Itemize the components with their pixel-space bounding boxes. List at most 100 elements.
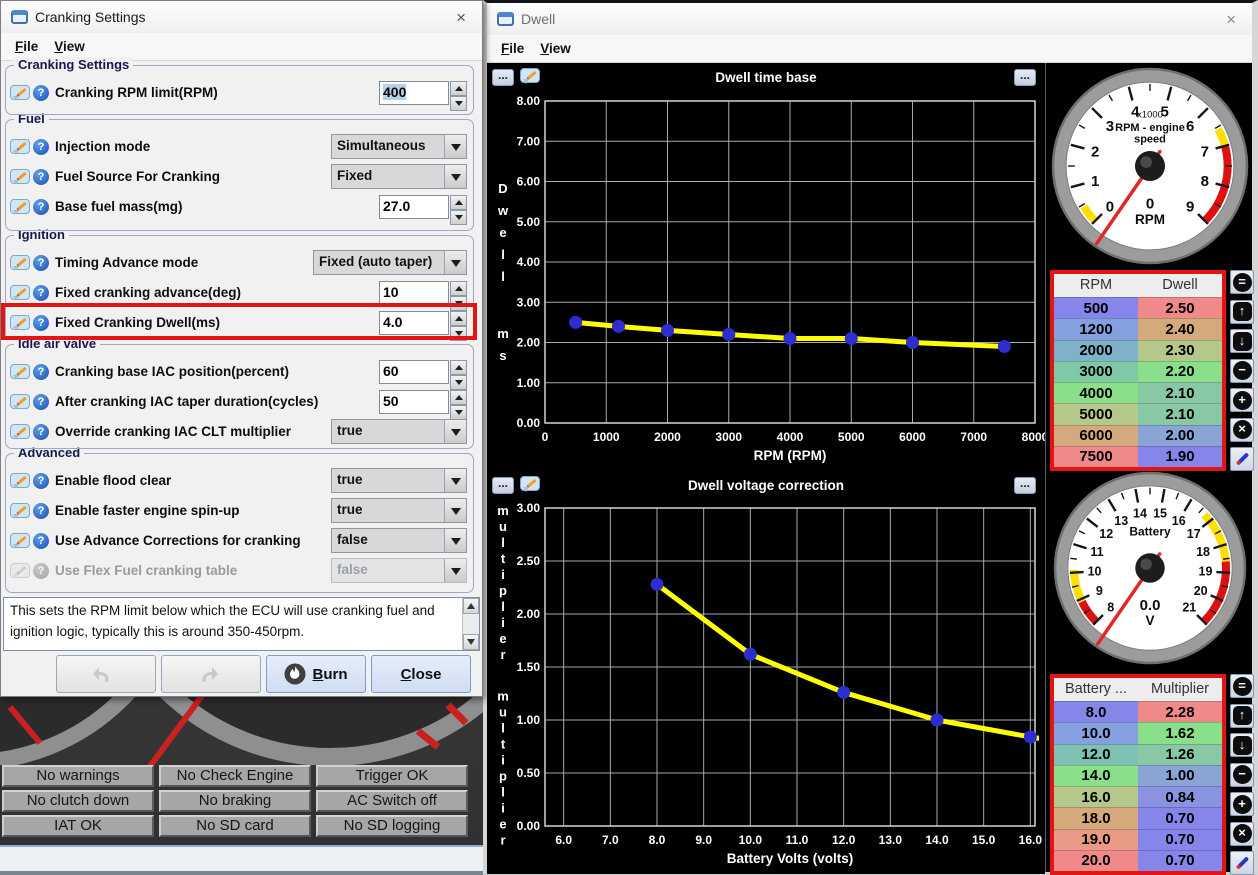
table-cell[interactable]: 16.0 (1054, 786, 1138, 808)
table-cell[interactable]: 2.10 (1138, 403, 1222, 425)
decrement-button[interactable]: − (1230, 358, 1254, 383)
table-cell[interactable]: 20.0 (1054, 849, 1138, 871)
spinner-cranking-base-iac-position-percent[interactable]: 60 (379, 359, 467, 390)
spinner-fixed-cranking-dwell-ms[interactable]: 4.0 (379, 310, 467, 341)
chart-point[interactable] (1023, 730, 1037, 744)
spin-down-icon[interactable] (450, 295, 467, 311)
menu-file[interactable]: File (15, 39, 39, 54)
spinner-value[interactable]: 10 (379, 280, 449, 305)
dropdown-injection-mode[interactable]: Simultaneous (331, 134, 467, 159)
scroll-up-icon[interactable] (463, 598, 479, 614)
menu-view[interactable]: View (540, 41, 571, 56)
edit-button[interactable] (1230, 447, 1254, 471)
help-icon[interactable]: ? (33, 423, 49, 440)
chart-options-button[interactable]: ... (492, 69, 514, 86)
close-icon[interactable]: × (1226, 9, 1236, 29)
spin-down-icon[interactable] (450, 95, 467, 111)
table-cell[interactable]: 5000 (1054, 403, 1138, 425)
chart-menu-button[interactable]: ... (1014, 69, 1036, 86)
table-cell[interactable]: 1200 (1054, 318, 1138, 340)
table-cell[interactable]: 2000 (1054, 339, 1138, 361)
table-cell[interactable]: 14.0 (1054, 764, 1138, 786)
edit-note-icon[interactable] (10, 315, 30, 331)
chart-point[interactable] (722, 327, 736, 341)
table-cell[interactable]: 2.28 (1138, 701, 1222, 723)
help-icon[interactable]: ? (33, 393, 49, 410)
table-cell[interactable]: 2.10 (1138, 382, 1222, 404)
chart-point[interactable] (997, 340, 1011, 354)
edit-note-icon[interactable] (10, 199, 30, 215)
table-cell[interactable]: 19.0 (1054, 828, 1138, 850)
spinner-after-cranking-iac-taper-duration-cycles[interactable]: 50 (379, 389, 467, 420)
table-cell[interactable]: 2.50 (1138, 297, 1222, 319)
table-cell[interactable]: 0.70 (1138, 828, 1222, 850)
burn-button[interactable]: Burn (266, 655, 366, 693)
spinner-value[interactable]: 4.0 (379, 310, 449, 335)
table-cell[interactable]: 2.40 (1138, 318, 1222, 340)
shift-up-button[interactable]: ↑ (1230, 299, 1254, 324)
chart-menu-button[interactable]: ... (1014, 477, 1036, 494)
chart-options-button[interactable]: ... (492, 477, 514, 494)
chevron-down-icon[interactable] (444, 559, 466, 582)
clear-button[interactable]: × (1230, 821, 1254, 846)
table-cell[interactable]: 12.0 (1054, 743, 1138, 765)
chevron-down-icon[interactable] (444, 499, 466, 522)
help-icon[interactable]: ? (33, 562, 49, 579)
table-cell[interactable]: 18.0 (1054, 807, 1138, 829)
shift-down-button[interactable]: ↓ (1230, 329, 1254, 353)
edit-note-icon[interactable] (520, 68, 540, 84)
increment-button[interactable]: + (1230, 388, 1254, 412)
spin-up-icon[interactable] (450, 359, 467, 375)
table-cell[interactable]: 1.00 (1138, 764, 1222, 786)
chevron-down-icon[interactable] (444, 420, 466, 443)
edit-note-icon[interactable] (10, 255, 30, 271)
spin-up-icon[interactable] (450, 80, 467, 96)
chart-point[interactable] (612, 319, 625, 333)
edit-note-icon[interactable] (10, 503, 30, 519)
help-icon[interactable]: ? (33, 84, 49, 101)
help-icon[interactable]: ? (33, 363, 49, 380)
shift-up-button[interactable]: ↑ (1230, 703, 1254, 728)
help-icon[interactable]: ? (33, 314, 49, 331)
spin-up-icon[interactable] (450, 389, 467, 405)
edit-note-icon[interactable] (10, 424, 30, 440)
chart-point[interactable] (661, 323, 674, 337)
spin-up-icon[interactable] (450, 194, 467, 210)
dropdown-enable-faster-engine-spin-up[interactable]: true (331, 498, 467, 523)
help-icon[interactable]: ? (33, 198, 49, 215)
table-cell[interactable]: 1.90 (1138, 445, 1222, 467)
chart-point[interactable] (743, 647, 757, 661)
edit-note-icon[interactable] (10, 169, 30, 185)
menu-view[interactable]: View (54, 39, 85, 54)
edit-note-icon[interactable] (520, 476, 540, 492)
dwell-voltage-chart-svg[interactable]: 0.00 0.50 1.00 1.50 2.00 2.50 3.00 6.0 7.0 8.0 9.0… (487, 501, 1045, 874)
increment-button[interactable]: + (1230, 792, 1254, 816)
dropdown-override-cranking-iac-clt-multiplier[interactable]: true (331, 419, 467, 444)
chart-point[interactable] (844, 331, 858, 345)
edit-note-icon[interactable] (10, 139, 30, 155)
edit-note-icon[interactable] (10, 85, 30, 101)
edit-note-icon[interactable] (10, 563, 30, 579)
table-cell[interactable]: 0.70 (1138, 849, 1222, 871)
table-cell[interactable]: 8.0 (1054, 701, 1138, 723)
close-icon[interactable]: × (456, 7, 466, 27)
chart-point[interactable] (837, 685, 851, 699)
table-cell[interactable]: 10.0 (1054, 722, 1138, 744)
redo-button[interactable] (161, 655, 261, 693)
edit-note-icon[interactable] (10, 285, 30, 301)
chevron-down-icon[interactable] (444, 251, 466, 274)
dropdown-use-advance-corrections-for-cranking[interactable]: false (331, 528, 467, 553)
chevron-down-icon[interactable] (444, 529, 466, 552)
spin-down-icon[interactable] (450, 209, 467, 225)
spinner-cranking-rpm-limit-rpm[interactable]: 400 (379, 80, 467, 111)
table-cell[interactable]: 0.70 (1138, 807, 1222, 829)
chart-point[interactable] (930, 713, 944, 727)
help-icon[interactable]: ? (33, 168, 49, 185)
dropdown-fuel-source-for-cranking[interactable]: Fixed (331, 164, 467, 189)
spinner-value[interactable]: 27.0 (379, 194, 449, 219)
table-cell[interactable]: 4000 (1054, 382, 1138, 404)
table-cell[interactable]: 1.62 (1138, 722, 1222, 744)
chart-point[interactable] (906, 336, 919, 349)
close-button[interactable]: Close (371, 655, 471, 693)
spin-down-icon[interactable] (450, 404, 467, 420)
